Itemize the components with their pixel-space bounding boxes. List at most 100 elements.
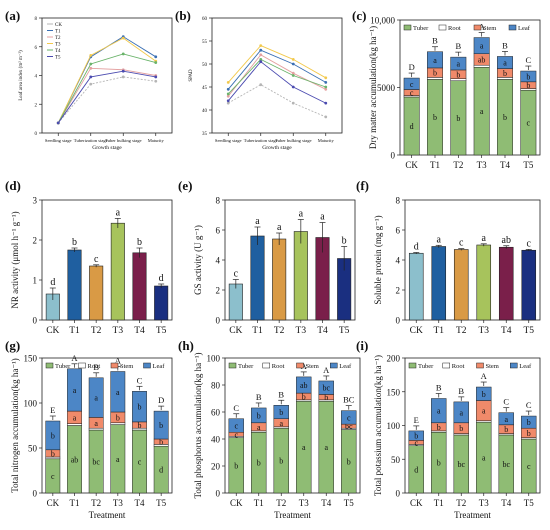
y-tick-label: 0 [33,489,38,499]
segment-label: b [51,449,55,458]
series-line [227,61,326,104]
x-tick-label: T3 [479,498,489,508]
y-tick-label: 0 [216,316,221,326]
y-tick-label: 50 [202,63,208,68]
bar [67,249,82,321]
series-line [228,84,326,118]
total-significance-label: A [479,22,486,32]
x-tick-label: CK [405,160,418,170]
segment-label: b [159,421,163,430]
y-tick-label: 45 [202,86,208,91]
legend-label: T2 [55,36,61,41]
legend: Tuber Root Stem Leaf [228,362,352,370]
x-tick-label: T4 [317,326,328,336]
legend-swatch [403,24,412,31]
x-tick-label: T2 [91,498,101,508]
segment-label: c [138,458,142,467]
stacked-bar-segment [296,376,312,394]
y-tick-label: 200 [387,354,401,364]
stacked-bar-segment [110,371,126,413]
legend-label: Tuber [418,363,434,370]
data-point [291,101,295,105]
legend-swatch [45,362,54,369]
significance-label: d [159,273,164,284]
segment-label: c [410,89,414,98]
data-point [89,75,93,79]
y-tick-label: 50 [28,444,38,454]
segment-label: b [138,403,142,412]
x-axis-label: Growth stage [92,145,122,151]
significance-label: d [50,277,55,288]
x-tick-label: Tuberization stage [74,138,108,143]
panel-label: (h) [178,338,194,353]
panel-label: (i) [356,338,368,353]
segment-label: b [456,114,460,123]
y-axis-label: Leaf area index (m² m⁻²) [18,50,24,101]
total-significance-label: B [93,362,99,372]
stacked-bar-segment [408,430,424,441]
legend-label: Leaf [339,363,352,370]
stacked-bar-segment [45,420,61,451]
y-tick-label: 4 [216,256,221,266]
segment-label: a [94,419,98,428]
segment-label: a [279,419,283,428]
legend-swatch [510,362,518,369]
legend-swatch [408,362,417,369]
legend-swatch [438,24,447,31]
stacked-bar-segment [403,77,420,90]
stacked-bar-segment [88,427,104,431]
x-tick-label: T3 [113,326,124,336]
series-line [57,67,156,124]
x-tick-label: Seedling stage [45,138,72,143]
x-tick-label: T3 [296,326,307,336]
series-line [57,76,156,124]
legend-label: Root [448,25,461,32]
x-tick-label: CK [410,326,423,336]
significance-label: a [255,216,260,227]
legend-swatch [262,362,270,369]
total-significance-label: C [137,375,143,385]
legend-swatch [442,362,450,369]
plot-frame [211,17,343,134]
total-significance-label: D [158,395,164,405]
significance-label: b [342,236,347,247]
significance-label: a [482,233,487,244]
data-point [226,99,230,103]
series-line [227,49,326,90]
significance-label: b [72,237,77,248]
data-point [226,87,230,91]
segment-label: b [159,438,163,447]
stacked-bar-segment [67,423,82,426]
legend-swatch [228,362,237,369]
segment-label: ab [71,455,79,464]
total-significance-label: E [50,405,55,415]
segment-label: c [527,119,531,128]
y-tick-label: 8 [216,196,221,206]
segment-label: b [456,70,460,79]
x-tick-label: CK [230,498,243,508]
total-significance-label: B [432,36,438,46]
y-tick-label: 1 [33,276,38,286]
y-tick-label: 150 [24,354,38,364]
segment-label: a [302,443,306,452]
data-point [259,58,263,61]
significance-label: c [459,238,464,249]
segment-label: bc [457,460,465,469]
stacked-bar-segment [273,405,289,419]
x-tick-label: T5 [523,160,533,170]
stacked-bar-segment [453,401,469,424]
y-axis-label: Total nitrogen accumulation(kg ha⁻¹) [10,358,20,493]
stacked-bar-segment [498,412,514,426]
y-tick-label: 0 [396,316,401,326]
chart-panel-h: 0 20 40 60 80 100 Total phosphorus accumulatio… [178,338,361,520]
x-axis-label: Treatment [454,510,491,520]
x-tick-label: T1 [433,326,444,336]
x-tick-label: T5 [344,498,354,508]
data-point [324,101,328,105]
segment-label: a [480,107,484,116]
segment-label: a [257,423,261,432]
segment-label: ab [300,381,308,390]
chart-panel-f: 0 2 4 6 8 Soluble protein (mg g⁻¹) (f) d CK a T1 c T… [356,178,541,336]
